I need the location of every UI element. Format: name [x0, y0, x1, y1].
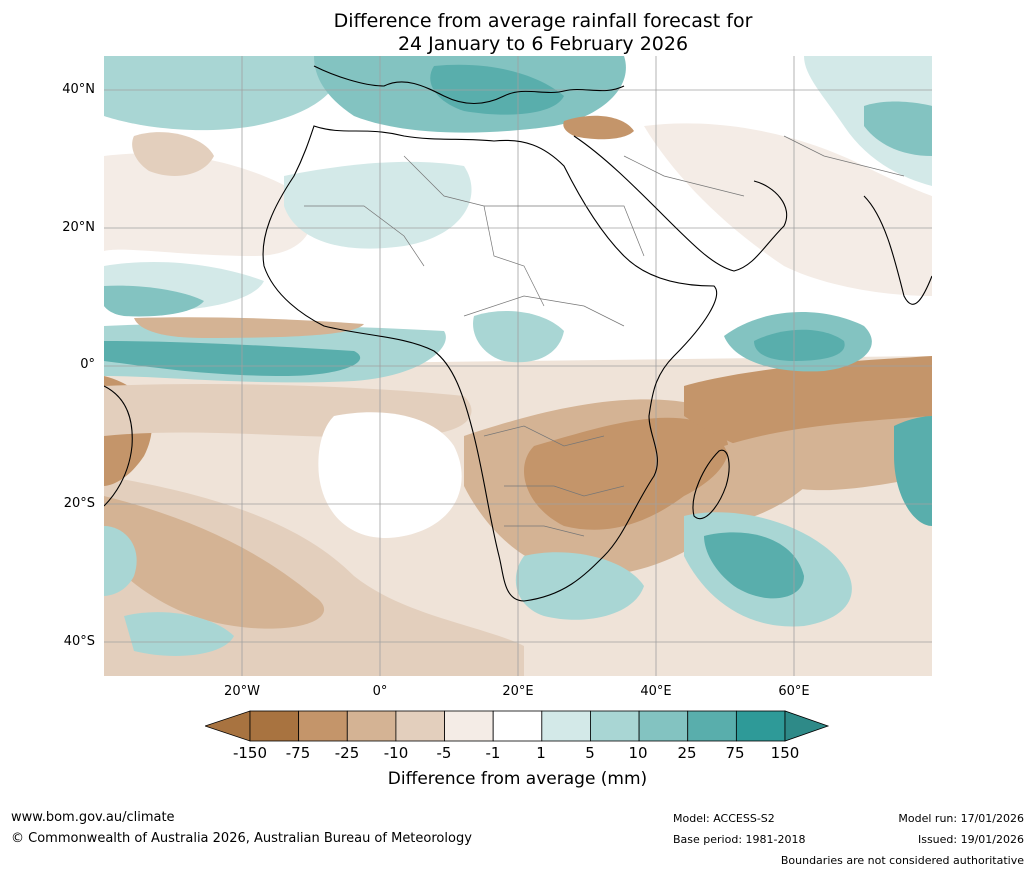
anomaly-region-wet-sahara — [284, 161, 472, 249]
legend-cell — [298, 710, 348, 742]
anomaly-region-wet-south-atlantic — [104, 526, 137, 596]
legend-over-triangle — [784, 710, 830, 742]
graticule — [104, 56, 932, 676]
anomaly-region-dry-core — [524, 417, 729, 530]
anomaly-region-wet-north-atlantic — [104, 56, 344, 131]
border-sahara-1 — [304, 205, 425, 267]
anomaly-region-wet-south-africa — [515, 552, 644, 620]
legend-tick: 150 — [770, 744, 800, 762]
footer-model-run: Model run: 17/01/2026 — [898, 812, 1024, 825]
anomaly-region-wet-west-africa-core — [104, 285, 204, 317]
anomaly-region-wet-east-indian — [894, 416, 932, 526]
legend-tick: 25 — [677, 744, 697, 762]
coastline-madagascar — [692, 449, 730, 519]
legend-tick: 10 — [628, 744, 648, 762]
anomaly-region-wet-central-asia-core — [864, 101, 932, 156]
footer-model: Model: ACCESS-S2 — [673, 812, 775, 825]
legend-cell — [395, 710, 445, 742]
coastline-india — [863, 195, 932, 305]
map-svg — [104, 56, 932, 676]
border-sahara-2 — [403, 155, 544, 207]
border-middle-east — [623, 155, 745, 197]
anomaly-region-wet-indian-core — [754, 329, 845, 361]
anomaly-region-dry-gulf-guinea — [134, 317, 364, 338]
legend-tick: -5 — [436, 744, 452, 762]
anomaly-region-wet-south-atlantic-2 — [124, 612, 234, 656]
legend-cell — [492, 710, 543, 742]
coastline-arabia — [573, 135, 788, 272]
legend-cell — [346, 710, 397, 742]
lat-label-40n: 40°N — [62, 82, 95, 97]
coastline-south-america — [104, 385, 133, 507]
lon-label-40e: 40°E — [640, 684, 672, 699]
legend-tick: 1 — [536, 744, 546, 762]
title-line-1: Difference from average rainfall forecas… — [333, 10, 753, 32]
lon-label-20e: 20°E — [502, 684, 534, 699]
legend-cell — [249, 710, 300, 742]
legend-cells — [249, 710, 786, 742]
anomaly-region-light-dry-arabia — [644, 123, 932, 296]
legend-cell — [735, 710, 786, 742]
lat-label-40s: 40°S — [63, 634, 95, 649]
lon-label-60e: 60°E — [778, 684, 810, 699]
legend-tick: -1 — [485, 744, 501, 762]
lat-label-equator: 0° — [80, 357, 95, 372]
border-asia — [783, 135, 905, 177]
legend-cell — [638, 710, 689, 742]
lon-label-20w: 20°W — [224, 684, 260, 699]
legend-cell — [687, 710, 737, 742]
anomaly-region-dry-indian-ocean-2 — [724, 416, 932, 491]
footer-website[interactable]: www.bom.gov.au/climate — [11, 810, 175, 825]
legend-tick: -10 — [383, 744, 409, 762]
anomaly-region-wet-equatorial-core — [104, 341, 361, 376]
footer-base-period: Base period: 1981-2018 — [673, 833, 806, 846]
legend-tick: 75 — [725, 744, 745, 762]
border-southern-africa-2 — [504, 485, 625, 497]
legend-tick: 5 — [585, 744, 595, 762]
anomaly-region-wet-south-indian-core — [704, 532, 804, 599]
coastline-europe — [313, 65, 625, 104]
anomaly-region-wet-congo — [473, 311, 564, 363]
lon-label-0: 0° — [372, 684, 388, 699]
footer-copyright: © Commonwealth of Australia 2026, Austra… — [11, 831, 472, 846]
anomaly-region-dry-patch-atlantic — [132, 132, 214, 176]
border-east-africa — [544, 205, 645, 257]
anomaly-region-light-dry-north — [104, 153, 312, 256]
border-southern-africa — [483, 425, 605, 447]
footer-issued: Issued: 19/01/2026 — [917, 833, 1024, 846]
coastline-africa — [262, 125, 718, 602]
border-sahara-3 — [483, 205, 545, 307]
border-southern-africa-3 — [504, 525, 585, 537]
country-borders — [304, 135, 905, 537]
map-title: Difference from average rainfall forecas… — [104, 10, 982, 56]
anomaly-region-neutral-atlantic — [318, 412, 462, 538]
legend-title: Difference from average (mm) — [387, 769, 648, 789]
legend-cell — [541, 710, 591, 742]
anomaly-region-dry-south-band — [104, 496, 325, 629]
lat-label-20s: 20°S — [63, 496, 95, 511]
lat-label-20n: 20°N — [62, 220, 95, 235]
legend-under-triangle — [205, 710, 251, 742]
legend-tick: -150 — [232, 744, 268, 762]
border-central-africa — [463, 295, 625, 327]
legend-tick: -25 — [334, 744, 360, 762]
rainfall-anomaly-map — [104, 56, 932, 676]
title-line-2: 24 January to 6 February 2026 — [397, 33, 689, 55]
legend-cell — [590, 710, 640, 742]
legend-cell — [444, 710, 494, 742]
legend-colorbar — [205, 710, 830, 742]
anomaly-region-dry-levant — [563, 115, 634, 140]
footer-disclaimer: Boundaries are not considered authoritat… — [780, 854, 1024, 867]
coastlines — [104, 65, 932, 602]
legend-tick: -75 — [285, 744, 311, 762]
